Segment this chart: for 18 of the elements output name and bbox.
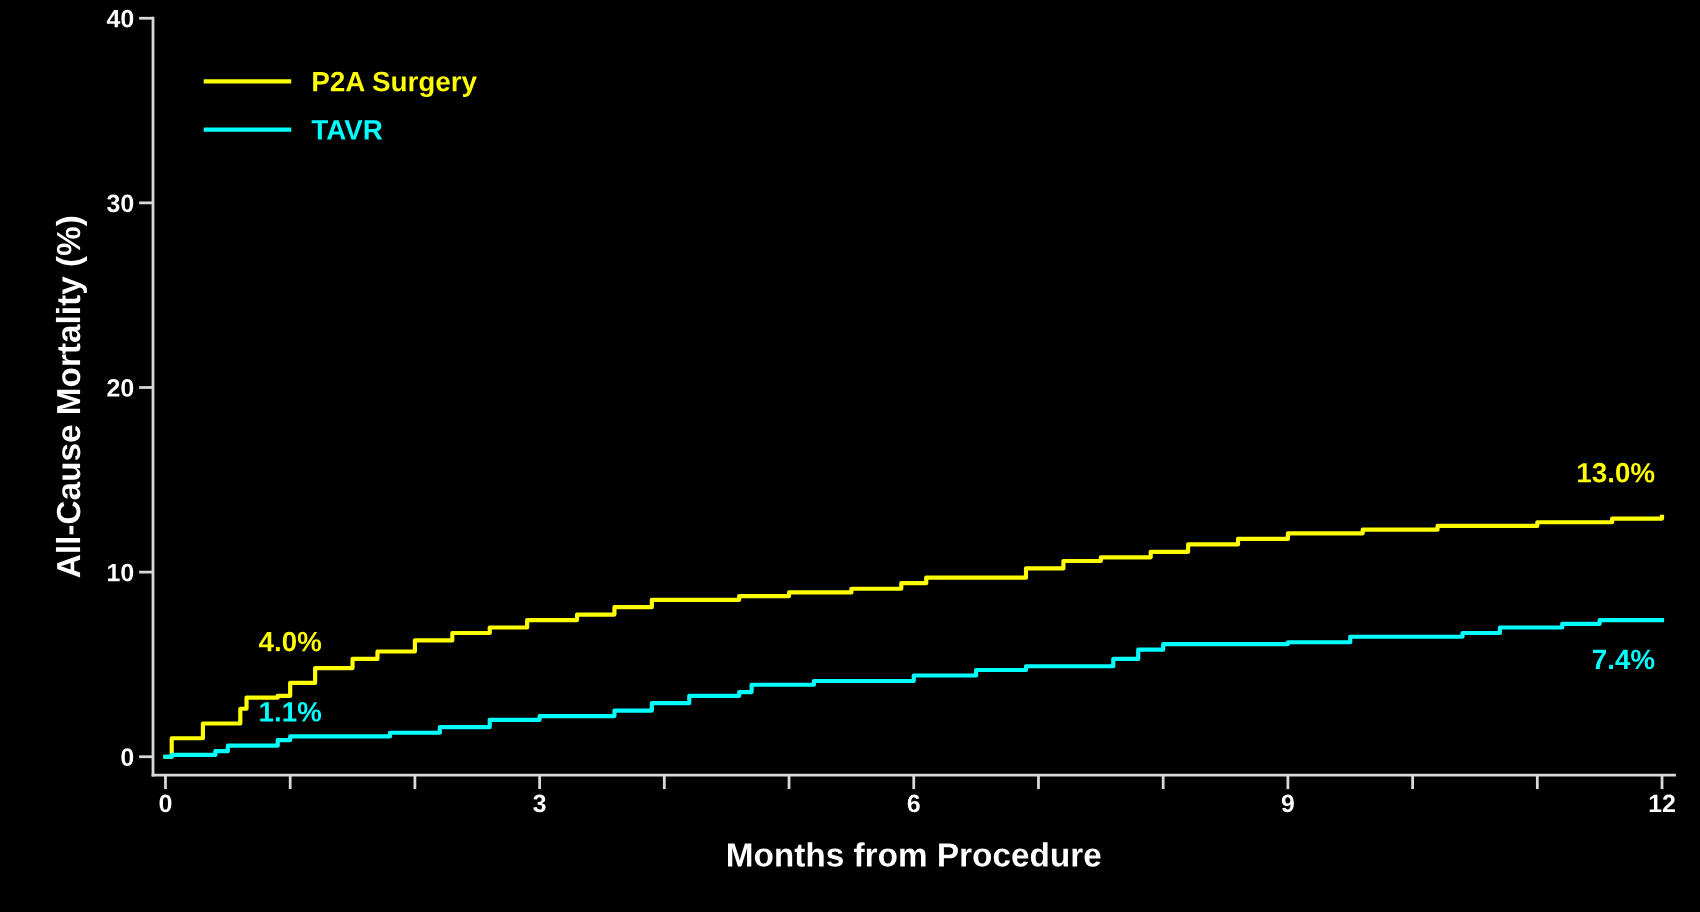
x-tick-label: 6 bbox=[907, 794, 920, 813]
x-tick-label: 12 bbox=[1649, 794, 1675, 813]
data-label: 1.1% bbox=[260, 702, 322, 722]
y-tick-label: 0 bbox=[121, 748, 134, 767]
y-axis-title: All-Cause Mortality (%) bbox=[55, 216, 87, 578]
legend-label: P2A Surgery bbox=[313, 71, 477, 98]
y-tick-label: 30 bbox=[107, 194, 134, 213]
x-axis-title: Months from Procedure bbox=[728, 842, 1101, 867]
legend-label: TAVR bbox=[311, 120, 383, 140]
data-label: 4.0% bbox=[258, 631, 322, 652]
y-tick-label: 20 bbox=[107, 379, 134, 397]
y-tick-label: 40 bbox=[106, 9, 134, 28]
x-tick-label: 9 bbox=[1281, 794, 1294, 813]
x-tick-label: 0 bbox=[159, 794, 172, 813]
x-tick-label: 3 bbox=[533, 794, 546, 813]
data-label: 13.0% bbox=[1578, 462, 1655, 483]
data-label: 7.4% bbox=[1592, 649, 1655, 670]
y-tick-label: 10 bbox=[108, 563, 134, 582]
